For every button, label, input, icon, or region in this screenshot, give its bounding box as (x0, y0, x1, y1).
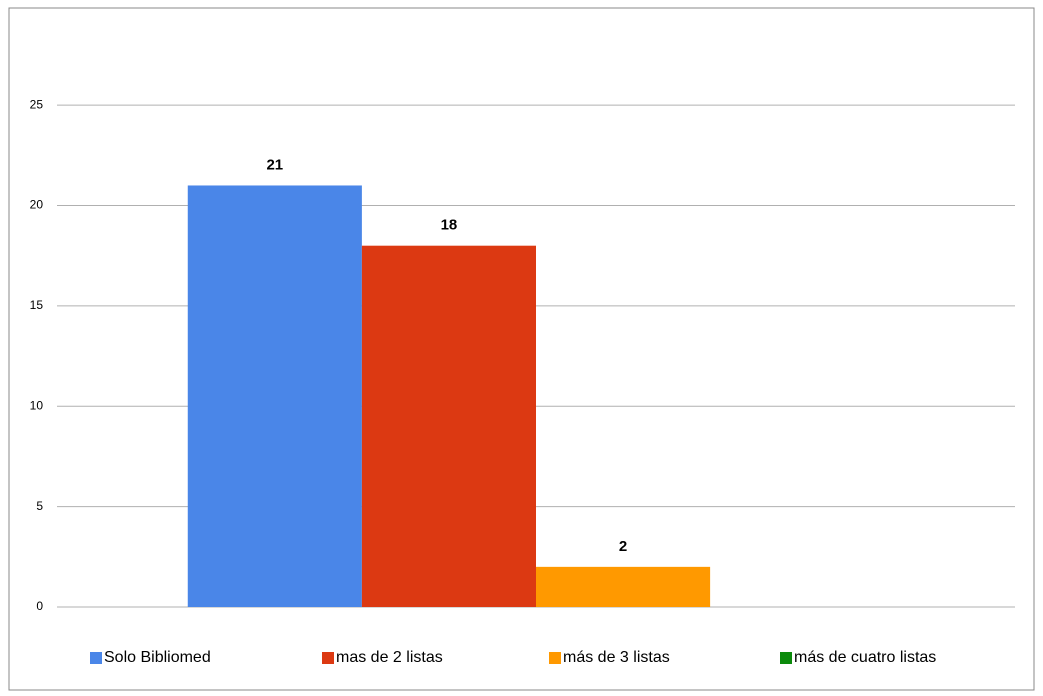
y-tick-label: 0 (36, 599, 43, 613)
bar (187, 185, 362, 608)
data-label: 18 (441, 217, 458, 234)
legend-swatch (322, 652, 334, 664)
legend-label: Solo Bibliomed (104, 649, 211, 666)
bar (361, 245, 536, 607)
legend-swatch (780, 652, 792, 664)
y-tick-label: 15 (30, 298, 44, 312)
y-tick-label: 5 (36, 499, 43, 513)
y-tick-label: 25 (30, 97, 44, 111)
legend-label: más de 3 listas (563, 649, 670, 666)
y-tick-label: 20 (30, 198, 44, 212)
legend-swatch (549, 652, 561, 664)
legend-label: más de cuatro listas (794, 649, 936, 666)
legend-swatch (90, 652, 102, 664)
data-label: 2 (619, 538, 627, 555)
legend-label: mas de 2 listas (336, 649, 443, 666)
bar (536, 566, 711, 607)
data-label: 21 (266, 156, 283, 173)
y-tick-label: 10 (30, 398, 44, 412)
